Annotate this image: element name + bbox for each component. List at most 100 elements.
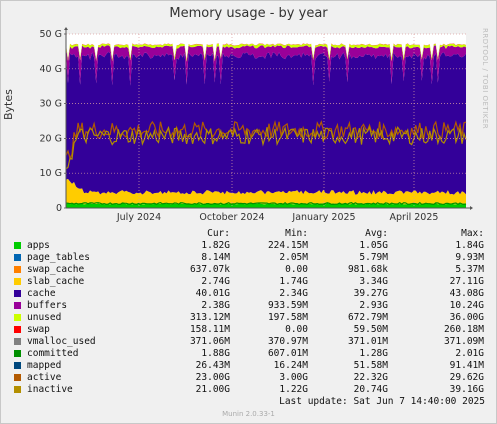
legend-max: 27.11G xyxy=(449,276,484,287)
area-slab_cache xyxy=(66,178,466,205)
legend-swatch xyxy=(14,242,21,249)
legend-max: 10.24G xyxy=(449,300,484,311)
ytick-label: 20 G xyxy=(40,133,62,144)
xtick-label: April 2025 xyxy=(390,212,439,223)
legend-name: cache xyxy=(27,288,56,299)
legend-min: 197.58M xyxy=(267,312,308,323)
legend-cur: 40.01G xyxy=(195,288,230,299)
legend-avg: 59.50M xyxy=(353,324,388,335)
legend-row: cache 40.01G 2.34G 39.27G 43.08G xyxy=(0,288,497,300)
ytick-label: 40 G xyxy=(40,64,62,75)
legend-swatch xyxy=(14,386,21,393)
legend-header: Cur: Min: Avg: Max: xyxy=(0,228,497,240)
legend-max: 260.18M xyxy=(443,324,484,335)
legend-row: slab_cache 2.74G 1.74G 3.34G 27.11G xyxy=(0,276,497,288)
xtick-label: January 2025 xyxy=(291,212,355,223)
legend-name: active xyxy=(27,372,62,383)
legend-avg: 1.05G xyxy=(359,240,388,251)
legend-row: committed 1.88G 607.01M 1.28G 2.01G xyxy=(0,348,497,360)
x-axis-arrow xyxy=(470,206,473,210)
legend-row: apps 1.82G 224.15M 1.05G 1.84G xyxy=(0,240,497,252)
legend-avg: 39.27G xyxy=(353,288,388,299)
legend-cur: 2.74G xyxy=(201,276,230,287)
legend-name: unused xyxy=(27,312,62,323)
legend-avg: 672.79M xyxy=(347,312,388,323)
legend-cur: 371.06M xyxy=(189,336,230,347)
legend-cur: 1.88G xyxy=(201,348,230,359)
legend-name: swap_cache xyxy=(27,264,85,275)
line-committed xyxy=(65,201,467,206)
legend-row: swap 158.11M 0.00 59.50M 260.18M xyxy=(0,324,497,336)
legend-swatch xyxy=(14,278,21,285)
legend-cur: 26.43M xyxy=(195,360,230,371)
legend-swatch xyxy=(14,314,21,321)
legend-avg: 20.74G xyxy=(353,384,388,395)
legend-min: 933.59M xyxy=(267,300,308,311)
area-unused xyxy=(66,43,466,62)
xtick-label: October 2024 xyxy=(199,212,264,223)
legend-min: 0.00 xyxy=(285,264,308,275)
legend-avg: 51.58M xyxy=(353,360,388,371)
legend-avg: 22.32G xyxy=(353,372,388,383)
legend-row: page_tables 8.14M 2.05M 5.79M 9.93M xyxy=(0,252,497,264)
legend-cur: 21.00G xyxy=(195,384,230,395)
rrdtool-watermark: RRDTOOL / TOBI OETIKER xyxy=(481,28,489,130)
legend-swatch xyxy=(14,302,21,309)
ytick-label: 0 xyxy=(56,203,62,214)
legend-max: 39.16G xyxy=(449,384,484,395)
legend-min: 2.34G xyxy=(279,288,308,299)
area-cache xyxy=(66,51,466,195)
legend-cur: 313.12M xyxy=(189,312,230,323)
legend-min: 370.97M xyxy=(267,336,308,347)
legend-min: 224.15M xyxy=(267,240,308,251)
legend-name: vmalloc_used xyxy=(27,336,96,347)
legend-max: 43.08G xyxy=(449,288,484,299)
legend-swatch xyxy=(14,254,21,261)
legend-max: 2.01G xyxy=(455,348,484,359)
legend-cur: 2.38G xyxy=(201,300,230,311)
legend-avg: 1.28G xyxy=(359,348,388,359)
legend-max: 29.62G xyxy=(449,372,484,383)
chart-plot: 0 10 G 20 G 30 G 40 G 50 G July 2024 October 20… xyxy=(40,27,473,223)
legend-min: 2.05M xyxy=(279,252,308,263)
ytick-label: 50 G xyxy=(40,29,62,40)
legend-row: active 23.00G 3.00G 22.32G 29.62G xyxy=(0,372,497,384)
legend-min: 1.74G xyxy=(279,276,308,287)
last-update: Last update: Sat Jun 7 14:40:00 2025 xyxy=(279,396,485,407)
legend-min: 3.00G xyxy=(279,372,308,383)
legend-name: committed xyxy=(27,348,79,359)
legend-avg: 3.34G xyxy=(359,276,388,287)
legend-row: mapped 26.43M 16.24M 51.58M 91.41M xyxy=(0,360,497,372)
line-inactive xyxy=(65,125,467,170)
legend-avg: 5.79M xyxy=(359,252,388,263)
legend-name: mapped xyxy=(27,360,62,371)
legend-row: vmalloc_used 371.06M 370.97M 371.01M 371.09M xyxy=(0,336,497,348)
ytick-label: 30 G xyxy=(40,99,62,110)
header-cur: Cur: xyxy=(207,228,230,239)
legend-name: page_tables xyxy=(27,252,90,263)
legend-max: 371.09M xyxy=(443,336,484,347)
header-max: Max: xyxy=(461,228,484,239)
legend-cur: 1.82G xyxy=(201,240,230,251)
legend-cur: 23.00G xyxy=(195,372,230,383)
legend-row: swap_cache 637.07k 0.00 981.68k 5.37M xyxy=(0,264,497,276)
y-axis-arrow xyxy=(64,27,68,30)
legend-name: buffers xyxy=(27,300,68,311)
legend-max: 36.00G xyxy=(449,312,484,323)
legend-row: inactive 21.00G 1.22G 20.74G 39.16G xyxy=(0,384,497,396)
legend-max: 5.37M xyxy=(455,264,484,275)
legend-min: 1.22G xyxy=(279,384,308,395)
legend-min: 16.24M xyxy=(273,360,308,371)
header-avg: Avg: xyxy=(365,228,388,239)
legend-swatch xyxy=(14,362,21,369)
area-apps xyxy=(66,203,466,208)
legend-cur: 8.14M xyxy=(201,252,230,263)
legend-avg: 371.01M xyxy=(347,336,388,347)
legend-name: slab_cache xyxy=(27,276,85,287)
legend-max: 9.93M xyxy=(455,252,484,263)
legend-min: 0.00 xyxy=(285,324,308,335)
legend-name: inactive xyxy=(27,384,73,395)
area-buffers xyxy=(66,45,466,86)
legend-name: apps xyxy=(27,240,50,251)
legend-min: 607.01M xyxy=(267,348,308,359)
